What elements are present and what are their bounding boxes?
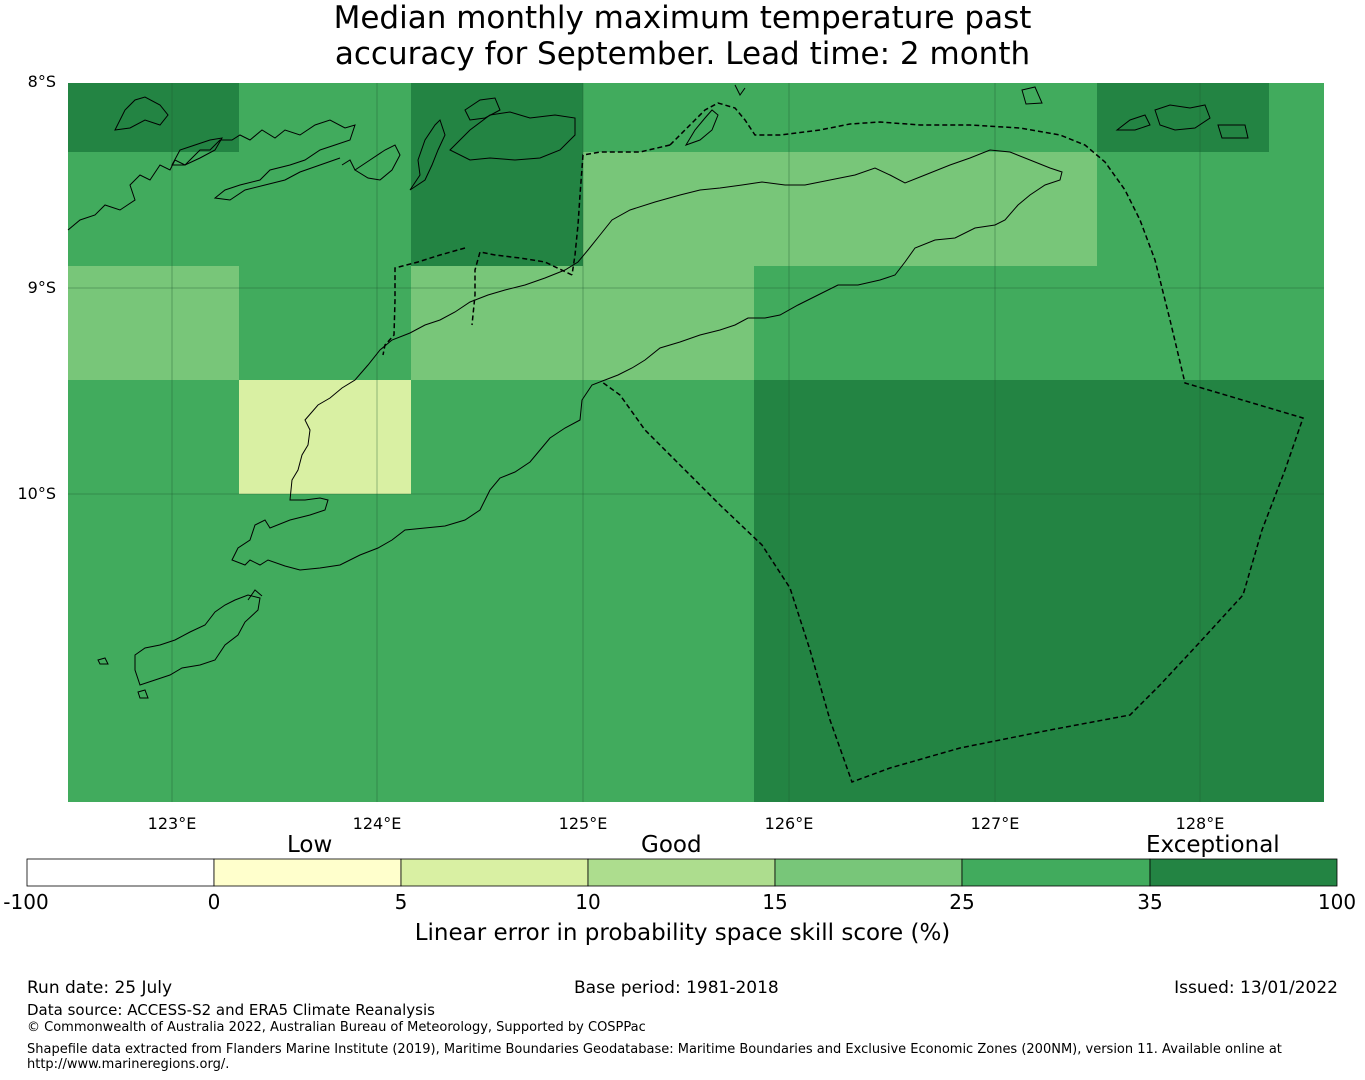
maritime-boundaries <box>382 102 1304 783</box>
coastlines <box>67 84 1249 699</box>
colorbar-segment <box>1149 858 1338 887</box>
category-low: Low <box>287 832 333 858</box>
grid-cell <box>1097 494 1269 608</box>
grid-cell <box>1269 152 1324 266</box>
lon-label-123e: 123°E <box>147 814 197 833</box>
shapefile-credit-line-2: http://www.marineregions.org/. <box>27 1057 230 1072</box>
lon-label-124e: 124°E <box>352 814 402 833</box>
grid-cell <box>68 494 239 608</box>
grid-cell <box>583 494 754 608</box>
grid-cell <box>583 266 754 380</box>
data-source: Data source: ACCESS-S2 and ERA5 Climate … <box>27 1001 435 1019</box>
base-period: Base period: 1981-2018 <box>574 978 779 998</box>
grid-cell <box>411 152 583 266</box>
grid-cell <box>411 608 583 802</box>
colorbar-segment <box>961 858 1151 887</box>
grid-cell <box>1097 380 1269 494</box>
grid-cell <box>754 152 926 266</box>
colorbar-segment <box>26 858 215 887</box>
lon-label-127e: 127°E <box>970 814 1020 833</box>
colorbar-tick: 100 <box>1317 890 1357 914</box>
grid-cell <box>926 380 1097 494</box>
grid-cell <box>1097 152 1269 266</box>
lat-label-8s: 8°S <box>27 72 56 91</box>
lat-label-9s: 9°S <box>27 278 56 297</box>
grid-cell <box>754 380 926 494</box>
colorbar-tick: 0 <box>207 890 221 914</box>
grid-cell <box>68 380 239 494</box>
grid-cell <box>583 83 754 152</box>
grid-cell <box>583 152 754 266</box>
grid-cell <box>411 380 583 494</box>
grid-cell <box>411 83 583 152</box>
grid-cell <box>68 152 239 266</box>
title-line-1: Median monthly maximum temperature past <box>333 0 1032 36</box>
category-good: Good <box>641 832 702 858</box>
colorbar-tick: 10 <box>575 890 601 914</box>
colorbar-caption: Linear error in probability space skill … <box>414 920 951 946</box>
colorbar-segment <box>400 858 589 887</box>
skill-grid <box>68 83 1324 802</box>
colorbar-tick: 15 <box>762 890 788 914</box>
grid-cell <box>1269 83 1324 152</box>
colorbar-segment <box>213 858 402 887</box>
grid-cell <box>239 494 411 608</box>
grid-cell <box>1097 83 1269 152</box>
grid-cell <box>411 266 583 380</box>
colorbar-segment <box>587 858 776 887</box>
grid-cell <box>239 83 411 152</box>
grid-cell <box>754 608 926 802</box>
colorbar-tick: 35 <box>1137 890 1163 914</box>
grid-cell <box>926 494 1097 608</box>
grid-cell <box>239 266 411 380</box>
grid-cell <box>1269 266 1324 380</box>
lon-label-125e: 125°E <box>558 814 608 833</box>
grid-cell <box>239 608 411 802</box>
grid-cell <box>754 266 926 380</box>
colorbar-tick: -100 <box>3 890 49 914</box>
colorbar-tick: 25 <box>949 890 975 914</box>
grid-cell <box>926 152 1097 266</box>
colorbar <box>26 858 1338 887</box>
grid-cell <box>1269 608 1324 802</box>
grid-cell <box>583 380 754 494</box>
grid-cell <box>1097 266 1269 380</box>
graticule <box>68 83 1324 802</box>
lon-label-128e: 128°E <box>1175 814 1225 833</box>
grid-cell <box>754 494 926 608</box>
category-exceptional: Exceptional <box>1146 832 1280 858</box>
colorbar-tick: 5 <box>394 890 408 914</box>
grid-cell <box>926 608 1097 802</box>
title-line-2: accuracy for September. Lead time: 2 mon… <box>334 36 1031 72</box>
lon-label-126e: 126°E <box>764 814 814 833</box>
shapefile-credit-line-1: Shapefile data extracted from Flanders M… <box>27 1042 1282 1057</box>
grid-cell <box>1097 608 1269 802</box>
grid-cell <box>583 608 754 802</box>
chart-title: Median monthly maximum temperature past … <box>0 0 1365 72</box>
grid-cell <box>68 608 239 802</box>
colorbar-segment <box>774 858 963 887</box>
lat-label-10s: 10°S <box>17 484 56 503</box>
grid-cell <box>68 83 239 152</box>
grid-cell <box>239 380 411 494</box>
run-date: Run date: 25 July <box>27 978 173 998</box>
grid-cell <box>926 266 1097 380</box>
grid-cell <box>411 494 583 608</box>
grid-cell <box>926 83 1097 152</box>
issued-date: Issued: 13/01/2022 <box>1174 978 1338 998</box>
copyright: © Commonwealth of Australia 2022, Austra… <box>27 1020 646 1035</box>
grid-cell <box>239 152 411 266</box>
grid-cell <box>68 266 239 380</box>
grid-cell <box>1269 494 1324 608</box>
grid-cell <box>754 83 926 152</box>
